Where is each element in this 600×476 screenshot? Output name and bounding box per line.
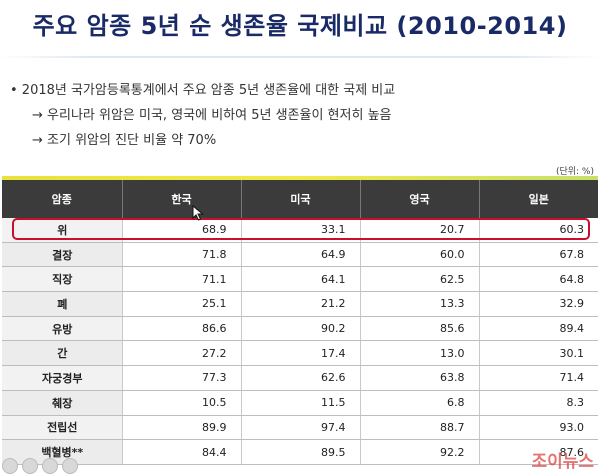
stomach-row-highlight: [12, 218, 590, 240]
cell-uk: 92.2: [360, 439, 480, 465]
bullet-sub-2: → 조기 위암의 진단 비율 약 70%: [32, 133, 217, 148]
cell-usa: 17.4: [241, 340, 361, 367]
table-header-row: 암종 한국 미국 영국 일본: [2, 180, 598, 218]
cell-cancer: 폐: [2, 291, 123, 317]
cell-korea: 77.3: [122, 365, 242, 391]
col-header-cancer: 암종: [2, 180, 123, 218]
bullet-sub-1: → 우리나라 위암은 미국, 영국에 비하여 5년 생존율이 현저히 높음: [32, 108, 392, 123]
share-icon[interactable]: [62, 458, 78, 474]
cell-japan: 93.0: [479, 415, 598, 441]
col-header-japan: 일본: [479, 180, 598, 218]
cell-korea: 25.1: [122, 291, 242, 317]
bullet-main: • 2018년 국가암등록통계에서 주요 암종 5년 생존율에 대한 국제 비교: [10, 83, 396, 98]
cell-usa: 11.5: [241, 390, 361, 416]
cell-uk: 60.0: [360, 242, 480, 268]
cell-usa: 90.2: [241, 316, 361, 342]
play-icon[interactable]: [2, 458, 18, 474]
table-row: 전립선 89.9 97.4 88.7 93.0: [2, 415, 598, 441]
cell-korea: 27.2: [122, 340, 242, 367]
unit-label: (단위: %): [555, 167, 594, 177]
cell-uk: 62.5: [360, 266, 480, 293]
table-row: 백혈병** 84.4 89.5 92.2 87.6: [2, 439, 598, 465]
table-row: 췌장 10.5 11.5 6.8 8.3: [2, 390, 598, 416]
cell-japan: 71.4: [479, 365, 598, 391]
cell-uk: 88.7: [360, 415, 480, 441]
cell-usa: 89.5: [241, 439, 361, 465]
cell-japan: 8.3: [479, 390, 598, 416]
cell-usa: 97.4: [241, 415, 361, 441]
cell-cancer: 췌장: [2, 390, 123, 416]
col-header-korea: 한국: [122, 180, 242, 218]
cell-japan: 89.4: [479, 316, 598, 342]
cell-japan: 30.1: [479, 340, 598, 367]
cell-uk: 13.3: [360, 291, 480, 317]
cell-korea: 10.5: [122, 390, 242, 416]
cell-uk: 13.0: [360, 340, 480, 367]
slide-title: 주요 암종 5년 순 생존율 국제비교 (2010-2014): [32, 12, 568, 40]
table-row: 간 27.2 17.4 13.0 30.1: [2, 340, 598, 367]
cell-usa: 21.2: [241, 291, 361, 317]
cell-korea: 89.9: [122, 415, 242, 441]
cell-korea: 71.8: [122, 242, 242, 268]
bullet-list: • 2018년 국가암등록통계에서 주요 암종 5년 생존율에 대한 국제 비교…: [10, 78, 395, 153]
cell-cancer: 직장: [2, 266, 123, 293]
cell-cancer: 유방: [2, 316, 123, 342]
cell-uk: 6.8: [360, 390, 480, 416]
cell-uk: 85.6: [360, 316, 480, 342]
survival-table: 암종 한국 미국 영국 일본 위 68.9 33.1 20.7 60.3 결장 …: [2, 180, 598, 465]
cell-usa: 64.1: [241, 266, 361, 293]
cell-cancer: 결장: [2, 242, 123, 268]
cell-uk: 63.8: [360, 365, 480, 391]
cell-korea: 71.1: [122, 266, 242, 293]
title-divider: [0, 56, 600, 58]
cell-japan: 87.6: [479, 439, 598, 465]
survival-table-container: 암종 한국 미국 영국 일본 위 68.9 33.1 20.7 60.3 결장 …: [2, 176, 598, 465]
cell-japan: 67.8: [479, 242, 598, 268]
cell-korea: 86.6: [122, 316, 242, 342]
watermark-logo: 조이뉴스: [531, 452, 594, 472]
cell-usa: 64.9: [241, 242, 361, 268]
mouse-cursor-icon: [192, 204, 204, 225]
cell-japan: 32.9: [479, 291, 598, 317]
zoom-icon[interactable]: [42, 458, 58, 474]
cell-usa: 62.6: [241, 365, 361, 391]
col-header-usa: 미국: [241, 180, 361, 218]
cell-korea: 84.4: [122, 439, 242, 465]
table-accent-bar: [2, 176, 598, 180]
cell-cancer: 간: [2, 340, 123, 367]
settings-icon[interactable]: [22, 458, 38, 474]
table-row: 폐 25.1 21.2 13.3 32.9: [2, 291, 598, 317]
cell-cancer: 백혈병**: [2, 439, 123, 465]
table-row: 결장 71.8 64.9 60.0 67.8: [2, 242, 598, 268]
table-row: 유방 86.6 90.2 85.6 89.4: [2, 316, 598, 342]
table-row: 자궁경부 77.3 62.6 63.8 71.4: [2, 365, 598, 391]
video-controls: [2, 458, 78, 474]
cell-japan: 64.8: [479, 266, 598, 293]
cell-cancer: 전립선: [2, 415, 123, 441]
col-header-uk: 영국: [360, 180, 480, 218]
cell-cancer: 자궁경부: [2, 365, 123, 391]
table-row: 직장 71.1 64.1 62.5 64.8: [2, 266, 598, 293]
